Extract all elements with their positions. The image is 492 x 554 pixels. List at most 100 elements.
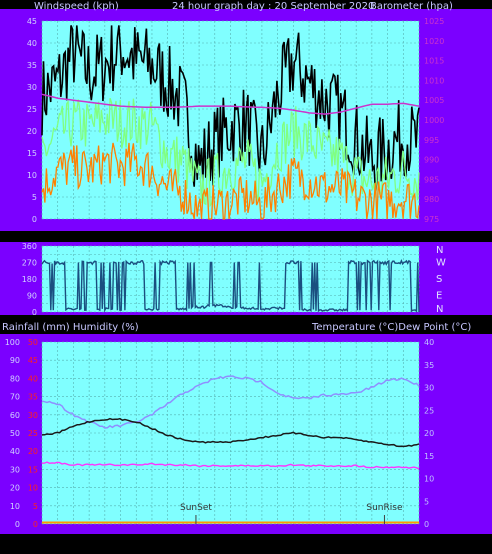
temperature-x-tick-label: 01	[288, 539, 299, 549]
direction-y-tick-label: 180	[22, 275, 37, 284]
temperature-x-tick-label: 11	[68, 539, 79, 549]
compass-label: E	[436, 291, 442, 302]
temperature-y-tick-label: 0	[424, 520, 429, 529]
humidity-y-tick-label: 10	[10, 502, 20, 511]
barometer-series	[41, 93, 420, 115]
direction-y-tick-label: 90	[27, 292, 37, 301]
wind-x-tick-label: 21	[225, 232, 236, 242]
barometer-y-tick-label: 980	[424, 195, 439, 204]
humidity-y-tick-label: 100	[5, 338, 20, 347]
temperature-x-tick-label: 07	[382, 539, 393, 549]
temperature-series	[41, 417, 420, 448]
sun-annotation: SunRise	[366, 503, 403, 513]
temperature-y-tick-label: 40	[424, 338, 434, 347]
humidity-y-tick-label: 90	[10, 356, 20, 365]
rainfall-y-tick-label: 0	[33, 520, 38, 529]
direction-y-tick-label: 0	[32, 308, 37, 317]
compass-label: N	[436, 304, 443, 315]
temperature-plot: 0102030405060708090100051015202530354045…	[5, 338, 434, 529]
temperature-y-tick-label: 25	[424, 406, 434, 415]
wind-x-tick-label: 13	[99, 232, 110, 242]
humidity-y-tick-label: 30	[10, 465, 20, 474]
wind-y-tick-label: 25	[27, 105, 37, 114]
temperature-x-tick-label: 17	[162, 539, 173, 549]
wind-gust-series	[41, 25, 420, 194]
barometer-y-tick-label: 985	[424, 175, 439, 184]
temperature-x-tick-label: 19	[193, 539, 205, 549]
rainfall-y-tick-label: 5	[33, 502, 38, 511]
wind-x-axis: 11 13 15 17 19 21 23 01 03 05 07 09	[68, 232, 425, 242]
wind-x-tick-label: 07	[382, 232, 393, 242]
windspeed-axis-title: Windspeed (kph)	[34, 1, 119, 12]
temperature-x-tick-label: 23	[256, 539, 267, 549]
humidity-y-tick-label: 40	[10, 447, 20, 456]
temperature-x-tick-label: 03	[319, 539, 330, 549]
temperature-y-tick-label: 30	[424, 384, 434, 393]
compass-label: S	[436, 274, 442, 285]
chart-title: 24 hour graph day : 20 September 2020	[172, 1, 374, 12]
rainfall-y-tick-label: 20	[28, 447, 38, 456]
temperature-dewpoint-axis-title: Temperature (°C)Dew Point (°C)	[311, 322, 471, 333]
wind-y-tick-label: 30	[27, 83, 37, 92]
rainfall-y-tick-label: 50	[28, 338, 38, 347]
barometer-y-tick-label: 1025	[424, 17, 444, 26]
rainfall-y-tick-label: 45	[28, 356, 38, 365]
temperature-y-tick-label: 5	[424, 497, 429, 506]
wind-y-tick-label: 15	[27, 149, 37, 158]
wind-y-tick-label: 0	[32, 215, 37, 224]
temperature-x-tick-label: 21	[225, 539, 236, 549]
rainfall-y-tick-label: 25	[28, 429, 38, 438]
wind-x-tick-label: 11	[68, 232, 79, 242]
barometer-y-tick-label: 1020	[424, 37, 444, 46]
barometer-axis-title: Barometer (hpa)	[370, 1, 453, 12]
dew-point-series	[41, 461, 420, 470]
barometer-y-tick-label: 1015	[424, 57, 444, 66]
wind-average-series	[41, 97, 420, 208]
wind-x-tick-label: 23	[256, 232, 267, 242]
barometer-y-tick-label: 1000	[424, 116, 444, 125]
wind-minimum-series	[41, 142, 420, 220]
wind-y-tick-label: 35	[27, 61, 37, 70]
barometer-y-tick-label: 995	[424, 136, 439, 145]
barometer-y-tick-label: 1010	[424, 76, 444, 85]
temperature-x-tick-label: 13	[99, 539, 110, 549]
rainfall-y-tick-label: 35	[28, 393, 38, 402]
wind-x-tick-label: 01	[288, 232, 299, 242]
sun-annotation: SunSet	[180, 503, 212, 513]
direction-y-tick-label: 270	[22, 259, 37, 268]
rainfall-y-tick-label: 30	[28, 411, 38, 420]
humidity-y-tick-label: 20	[10, 484, 20, 493]
direction-y-tick-label: 360	[22, 242, 37, 251]
wind-plot: 0510152025303540459759809859909951000100…	[27, 17, 445, 224]
rain-humidity-axis-title: Rainfall (mm) Humidity (%)	[2, 322, 139, 333]
humidity-y-tick-label: 50	[10, 429, 20, 438]
wind-x-tick-label: 15	[131, 232, 142, 242]
barometer-y-tick-label: 1005	[424, 96, 444, 105]
temperature-y-tick-label: 10	[424, 475, 434, 484]
rainfall-y-tick-label: 40	[28, 374, 38, 383]
wind-y-tick-label: 20	[27, 127, 37, 136]
temperature-y-tick-label: 15	[424, 452, 434, 461]
barometer-y-tick-label: 990	[424, 156, 439, 165]
temperature-x-axis: 11 13 15 17 19 21 23 01 03 05 07 09	[68, 539, 425, 549]
wind-y-tick-label: 10	[27, 171, 37, 180]
wind-y-tick-label: 45	[27, 17, 37, 26]
wind-x-tick-label: 09	[413, 232, 425, 242]
humidity-series	[41, 375, 420, 429]
temperature-y-tick-label: 20	[424, 429, 434, 438]
wind-y-tick-label: 40	[27, 39, 37, 48]
humidity-y-tick-label: 80	[10, 374, 20, 383]
barometer-y-tick-label: 975	[424, 215, 439, 224]
humidity-y-tick-label: 60	[10, 411, 20, 420]
wind-x-tick-label: 17	[162, 232, 173, 242]
temperature-x-tick-label: 15	[131, 539, 142, 549]
rainfall-y-tick-label: 15	[28, 465, 38, 474]
temperature-y-tick-label: 35	[424, 361, 434, 370]
wind-direction-series	[41, 259, 420, 313]
rainfall-y-tick-label: 10	[28, 484, 38, 493]
humidity-y-tick-label: 70	[10, 393, 20, 402]
humidity-y-tick-label: 0	[15, 520, 20, 529]
wind-x-tick-label: 03	[319, 232, 330, 242]
